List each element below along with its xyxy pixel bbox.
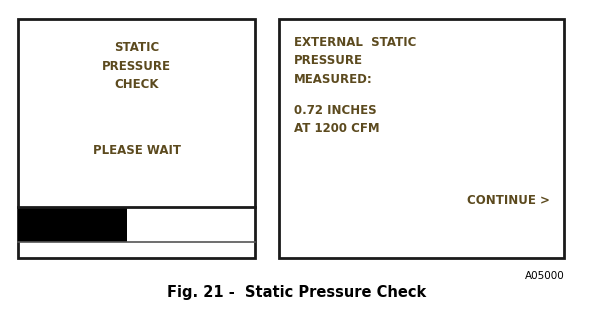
Text: Fig. 21 -  Static Pressure Check: Fig. 21 - Static Pressure Check	[168, 285, 426, 301]
Text: PRESSURE: PRESSURE	[294, 54, 363, 67]
Text: CONTINUE >: CONTINUE >	[466, 194, 549, 207]
Text: MEASURED:: MEASURED:	[294, 73, 373, 86]
Bar	[18, 207, 127, 242]
Text: PRESSURE: PRESSURE	[102, 60, 171, 73]
Bar	[279, 19, 564, 258]
Text: A05000: A05000	[525, 271, 564, 281]
Text: CHECK: CHECK	[115, 78, 159, 91]
Text: STATIC: STATIC	[114, 42, 159, 54]
Text: PLEASE WAIT: PLEASE WAIT	[93, 144, 181, 157]
Bar	[18, 19, 255, 258]
Text: AT 1200 CFM: AT 1200 CFM	[294, 122, 380, 135]
Text: 0.72 INCHES: 0.72 INCHES	[294, 104, 377, 117]
Text: EXTERNAL  STATIC: EXTERNAL STATIC	[294, 36, 416, 49]
